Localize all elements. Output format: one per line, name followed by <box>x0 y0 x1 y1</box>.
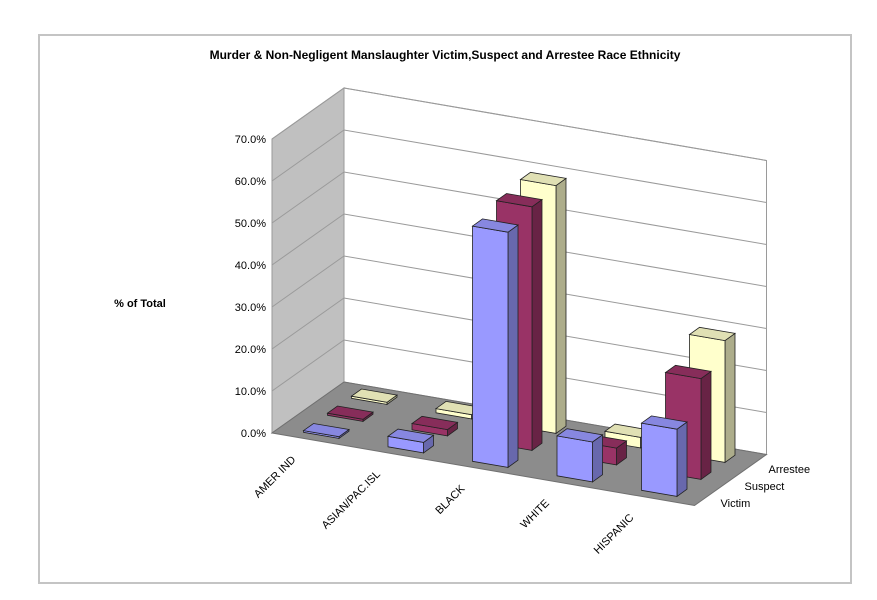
bar-top <box>495 193 544 208</box>
gridline <box>271 87 767 161</box>
bar-top <box>664 364 713 380</box>
bar-top <box>326 405 375 420</box>
bar-top <box>555 428 604 443</box>
bar-top <box>519 171 568 187</box>
bar-side <box>700 370 712 481</box>
bar-side <box>555 177 567 435</box>
bar <box>326 405 375 423</box>
y-tick-label: 10.0% <box>235 386 266 398</box>
gridline <box>271 297 767 371</box>
bar-side <box>531 198 543 452</box>
bar-top <box>410 415 459 431</box>
series-label: Victim <box>721 498 751 510</box>
bar <box>386 428 435 454</box>
chart-title: Murder & Non-Negligent Manslaughter Vict… <box>210 48 681 62</box>
gridline <box>271 213 767 287</box>
y-tick-label: 20.0% <box>235 344 266 356</box>
y-tick-label: 40.0% <box>235 260 266 272</box>
y-tick-label: 60.0% <box>235 176 266 188</box>
side-wall <box>271 87 345 434</box>
bar <box>640 415 689 498</box>
bar <box>302 423 351 440</box>
x-tick-label: AMER IND <box>252 454 299 501</box>
bar-top <box>688 326 737 342</box>
bar-top <box>386 428 435 443</box>
gridline <box>271 171 767 245</box>
y-axis-label: % of Total <box>114 298 166 310</box>
x-tick-label: HISPANIC <box>592 512 637 557</box>
bar-side <box>724 332 736 464</box>
bar-side <box>507 224 519 469</box>
gridline <box>271 339 767 413</box>
bar-top <box>350 388 399 403</box>
x-tick-label: WHITE <box>518 497 552 531</box>
bar <box>555 428 604 483</box>
bar-top <box>471 218 520 233</box>
series-label: Suspect <box>745 481 785 493</box>
bar-top <box>302 423 351 438</box>
bar <box>410 415 459 437</box>
bar-front <box>641 422 678 497</box>
bar <box>471 218 520 469</box>
gridline <box>271 255 767 329</box>
series-label: Arrestee <box>769 464 811 476</box>
x-tick-label: ASIAN/PAC.ISL <box>320 468 383 531</box>
x-tick-label: BLACK <box>433 482 467 516</box>
y-tick-label: 30.0% <box>235 302 266 314</box>
bar-front <box>556 435 593 483</box>
bar-front <box>472 225 509 468</box>
gridline <box>271 129 767 203</box>
bar-top <box>640 415 689 430</box>
y-tick-label: 0.0% <box>241 428 266 440</box>
bar-side <box>592 434 603 483</box>
bar-side <box>676 421 688 498</box>
y-tick-label: 70.0% <box>235 134 266 146</box>
y-tick-label: 50.0% <box>235 218 266 230</box>
bar <box>350 388 399 406</box>
